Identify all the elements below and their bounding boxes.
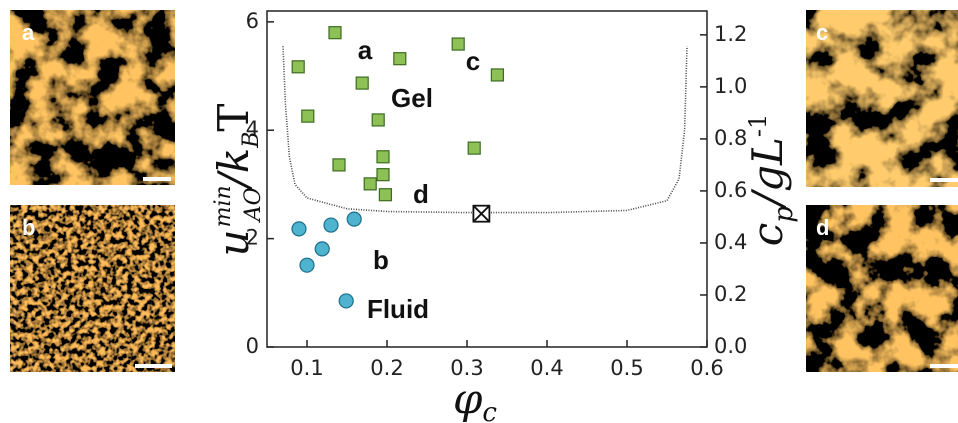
micrograph bbox=[806, 205, 958, 372]
y2-tick-label: 0.4 bbox=[714, 230, 747, 254]
label-part: /k bbox=[209, 148, 258, 192]
label-part: u bbox=[209, 229, 258, 256]
point bbox=[490, 68, 504, 82]
point bbox=[291, 60, 305, 74]
label-part: c bbox=[482, 398, 497, 423]
y-tick-label: 0 bbox=[246, 334, 259, 358]
scale-bar bbox=[930, 364, 958, 368]
y2-tick-label: 0.6 bbox=[714, 178, 747, 202]
label-part: /gL bbox=[743, 137, 792, 210]
label-part: B bbox=[239, 132, 264, 149]
x-tick-label: 0.3 bbox=[450, 356, 483, 380]
panel-label: c bbox=[816, 20, 828, 45]
panel-label: a bbox=[22, 20, 35, 45]
point bbox=[376, 150, 390, 164]
micrographs bbox=[10, 10, 958, 372]
point bbox=[363, 177, 377, 191]
panel-label: b bbox=[22, 215, 35, 240]
point bbox=[371, 113, 385, 127]
point bbox=[451, 37, 465, 51]
plot-frame bbox=[266, 10, 708, 348]
annotation: c bbox=[466, 46, 480, 76]
scale-bar bbox=[135, 364, 172, 368]
label-part: c bbox=[743, 223, 792, 247]
point bbox=[376, 168, 390, 182]
panel-label: d bbox=[816, 215, 829, 240]
point bbox=[346, 211, 362, 227]
annotation: b bbox=[373, 245, 389, 275]
y-tick-label: 6 bbox=[246, 9, 259, 33]
x-tick-label: 0.2 bbox=[370, 356, 403, 380]
y2-axis-label: cp/gL-1 bbox=[743, 114, 799, 247]
scale-bar bbox=[930, 178, 958, 182]
label-part: -1 bbox=[744, 114, 772, 137]
x-axis-label: φc bbox=[453, 374, 497, 423]
x-tick-label: 0.5 bbox=[610, 356, 643, 380]
micrograph bbox=[10, 10, 175, 185]
x-tick-label: 0.4 bbox=[530, 356, 563, 380]
y2-tick-label: 1.2 bbox=[714, 22, 747, 46]
point bbox=[323, 217, 339, 233]
point bbox=[328, 26, 342, 40]
micrograph bbox=[10, 205, 175, 372]
y2-tick-label: 1.0 bbox=[714, 74, 747, 98]
y2-tick-label: 0.8 bbox=[714, 126, 747, 150]
point bbox=[393, 52, 407, 66]
y2-tick-label: 0.0 bbox=[714, 334, 747, 358]
point bbox=[332, 158, 346, 172]
point bbox=[301, 109, 315, 123]
y-tick-label: 2 bbox=[246, 226, 259, 250]
micrograph bbox=[806, 10, 958, 187]
scale-bar bbox=[143, 177, 171, 181]
point-cross bbox=[472, 205, 491, 223]
label-part: AO bbox=[241, 187, 266, 223]
y-tick-label: 4 bbox=[246, 117, 259, 141]
point bbox=[314, 241, 330, 257]
label-part: T bbox=[209, 104, 258, 132]
point bbox=[355, 76, 369, 90]
label-part: φ bbox=[453, 374, 483, 423]
x-tick-label: 0.6 bbox=[690, 356, 723, 380]
annotation: Gel bbox=[391, 83, 433, 113]
point bbox=[291, 221, 307, 237]
annotation: d bbox=[413, 179, 429, 209]
label-part: p bbox=[769, 206, 799, 223]
point bbox=[338, 293, 354, 309]
point bbox=[472, 204, 491, 223]
annotation: a bbox=[358, 35, 373, 65]
boundary-line bbox=[282, 46, 688, 214]
point bbox=[378, 188, 392, 202]
x-tick-label: 0.1 bbox=[290, 356, 323, 380]
label-part: min bbox=[211, 185, 236, 227]
annotation: Fluid bbox=[367, 294, 429, 324]
y2-tick-label: 0.2 bbox=[714, 282, 747, 306]
point bbox=[299, 257, 315, 273]
y-axis-label: umin AO/kBT bbox=[209, 104, 266, 257]
point bbox=[467, 141, 481, 155]
